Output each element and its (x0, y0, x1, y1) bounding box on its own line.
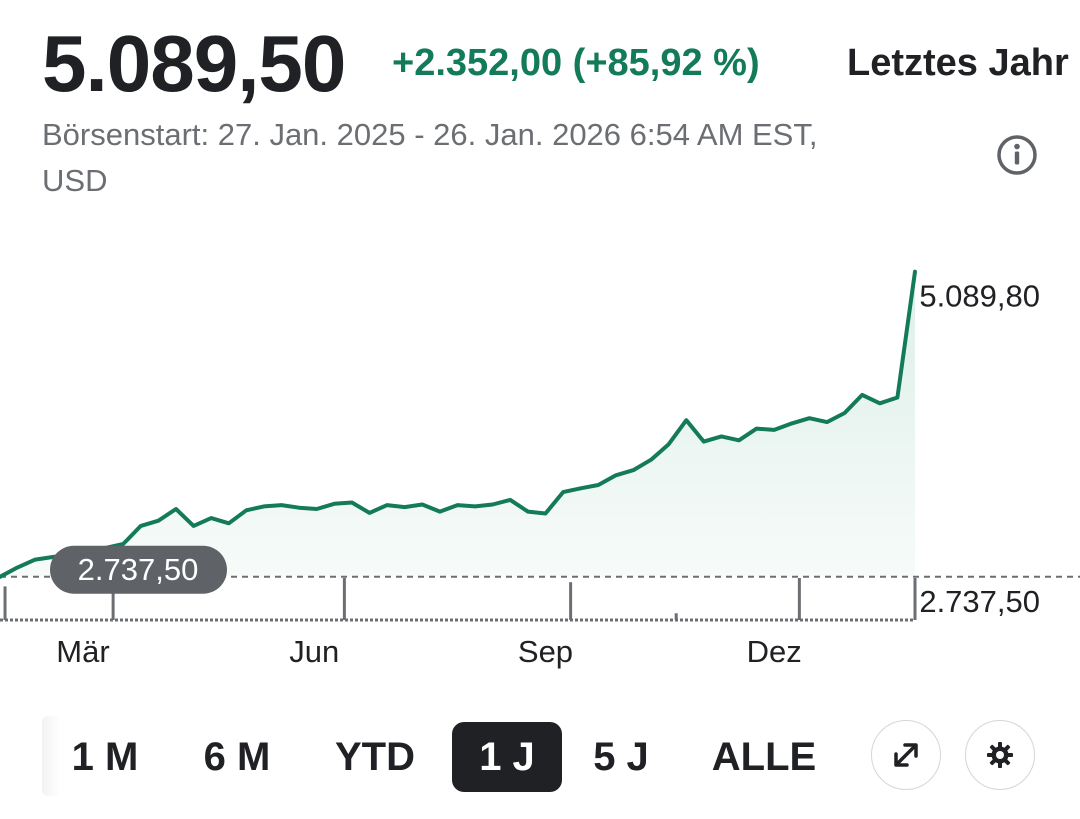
market-info-dates: Börsenstart: 27. Jan. 2025 - 26. Jan. 20… (42, 117, 818, 152)
info-icon[interactable] (996, 134, 1038, 176)
reference-pill (50, 545, 227, 594)
range-ytd-button[interactable]: YTD (335, 735, 415, 779)
reference-pill-label: 2.737,50 (78, 552, 199, 587)
price-line (0, 269, 917, 579)
expand-arrows-icon (894, 743, 918, 767)
x-tick-label: Jun (289, 634, 339, 669)
last-value-label: 5.089,80 (919, 279, 1040, 314)
x-tick-label: Mär (56, 634, 109, 669)
period-label: Letztes Jahr (847, 42, 1069, 84)
quote-header: 5.089,50 +2.352,00 (+85,92 %) Letztes Ja… (42, 14, 1080, 114)
range-1j-button[interactable]: 1 J (452, 722, 562, 792)
price-chart: Mär Jun Sep Dez 5.089,80 2.737,50 2.737,50 (0, 269, 1080, 669)
price-area (0, 271, 915, 577)
market-info: Börsenstart: 27. Jan. 2025 - 26. Jan. 20… (42, 112, 942, 204)
range-6m-button[interactable]: 6 M (203, 735, 271, 779)
gear-icon (987, 742, 1013, 768)
range-selector: 1 M 6 M YTD 1 J 5 J ALLE (42, 716, 1042, 796)
range-1m-button[interactable]: 1 M (71, 735, 139, 779)
range-scroll-edge (42, 716, 60, 796)
range-alle-button[interactable]: ALLE (711, 735, 817, 779)
price-change: +2.352,00 (+85,92 %) (392, 42, 760, 84)
right-reference-label: 2.737,50 (919, 584, 1040, 619)
market-info-currency: USD (42, 163, 108, 198)
x-tick-label: Dez (747, 634, 802, 669)
expand-button[interactable] (871, 720, 941, 790)
range-5j-button[interactable]: 5 J (593, 735, 649, 779)
x-tick-label: Sep (518, 634, 573, 669)
settings-button[interactable] (965, 720, 1035, 790)
current-price: 5.089,50 (42, 19, 346, 108)
